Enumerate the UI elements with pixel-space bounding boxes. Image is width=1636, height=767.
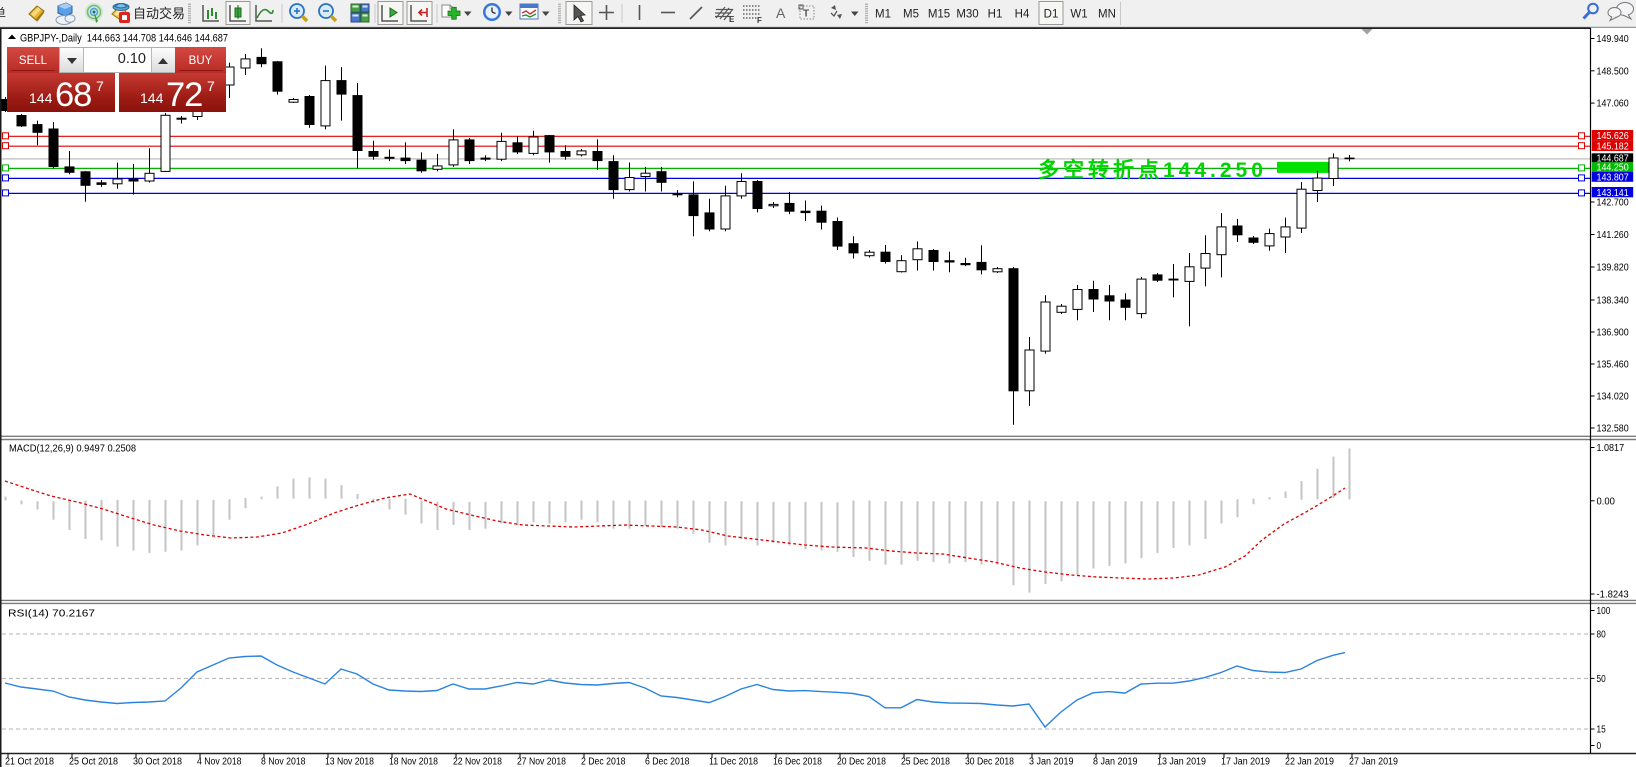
svg-text:M5: M5 <box>903 9 919 21</box>
svg-text:F: F <box>757 16 762 25</box>
svg-text:80: 80 <box>1597 630 1607 641</box>
svg-text:11 Dec 2018: 11 Dec 2018 <box>709 757 758 767</box>
svg-text:134.020: 134.020 <box>1597 392 1630 403</box>
svg-text:15: 15 <box>1597 725 1607 736</box>
svg-text:1.0817: 1.0817 <box>1597 443 1625 454</box>
svg-text:8 Jan 2019: 8 Jan 2019 <box>1093 757 1138 767</box>
svg-text:16 Dec 2018: 16 Dec 2018 <box>773 757 822 767</box>
svg-text:144.687: 144.687 <box>1597 153 1630 164</box>
svg-text:M1: M1 <box>875 9 891 21</box>
svg-text:W1: W1 <box>1070 9 1087 21</box>
svg-text:0: 0 <box>1597 741 1602 752</box>
svg-text:H1: H1 <box>988 9 1003 21</box>
svg-text:6 Dec 2018: 6 Dec 2018 <box>645 757 690 767</box>
svg-text:M30: M30 <box>956 9 978 21</box>
svg-text:D1: D1 <box>1044 9 1059 21</box>
svg-text:145.626: 145.626 <box>1597 131 1630 142</box>
svg-text:138.340: 138.340 <box>1597 296 1630 307</box>
svg-text:T: T <box>803 9 809 20</box>
svg-text:22 Jan 2019: 22 Jan 2019 <box>1285 757 1334 767</box>
svg-text:GBPJPY-,Daily 144.663 144.708: GBPJPY-,Daily 144.663 144.708 144.646 14… <box>20 33 228 45</box>
svg-text:50: 50 <box>1597 674 1607 685</box>
svg-text:30 Oct 2018: 30 Oct 2018 <box>133 757 182 767</box>
svg-text:136.900: 136.900 <box>1597 328 1630 339</box>
svg-text:100: 100 <box>1597 606 1611 617</box>
svg-text:单: 单 <box>0 6 6 21</box>
svg-text:142.700: 142.700 <box>1597 198 1630 209</box>
svg-text:13 Jan 2019: 13 Jan 2019 <box>1157 757 1206 767</box>
svg-text:139.820: 139.820 <box>1597 263 1630 274</box>
svg-text:145.182: 145.182 <box>1597 141 1630 152</box>
svg-text:22 Nov 2018: 22 Nov 2018 <box>453 757 502 767</box>
svg-text:27 Nov 2018: 27 Nov 2018 <box>517 757 566 767</box>
svg-text:2 Dec 2018: 2 Dec 2018 <box>581 757 626 767</box>
svg-text:18 Nov 2018: 18 Nov 2018 <box>389 757 438 767</box>
svg-text:25 Dec 2018: 25 Dec 2018 <box>901 757 950 767</box>
svg-text:MN: MN <box>1098 9 1116 21</box>
svg-text:17 Jan 2019: 17 Jan 2019 <box>1221 757 1270 767</box>
svg-text:148.500: 148.500 <box>1597 66 1630 77</box>
svg-text:135.460: 135.460 <box>1597 360 1630 371</box>
svg-text:132.580: 132.580 <box>1597 424 1630 435</box>
svg-text:21 Oct 2018: 21 Oct 2018 <box>5 757 54 767</box>
svg-text:147.060: 147.060 <box>1597 99 1630 110</box>
svg-text:13 Nov 2018: 13 Nov 2018 <box>325 757 374 767</box>
svg-text:-1.8243: -1.8243 <box>1597 590 1630 601</box>
svg-text:8 Nov 2018: 8 Nov 2018 <box>261 757 306 767</box>
svg-text:143.141: 143.141 <box>1597 188 1630 199</box>
svg-text:20 Dec 2018: 20 Dec 2018 <box>837 757 886 767</box>
svg-text:多空转折点144.250: 多空转折点144.250 <box>1038 158 1267 182</box>
svg-text:A: A <box>776 5 786 21</box>
svg-text:RSI(14) 70.2167: RSI(14) 70.2167 <box>8 609 95 620</box>
svg-text:0.00: 0.00 <box>1597 496 1616 507</box>
svg-text:4 Nov 2018: 4 Nov 2018 <box>197 757 242 767</box>
svg-text:25 Oct 2018: 25 Oct 2018 <box>69 757 118 767</box>
svg-text:141.260: 141.260 <box>1597 230 1630 241</box>
svg-text:E: E <box>729 15 735 24</box>
svg-text:MACD(12,26,9) 0.9497 0.2508: MACD(12,26,9) 0.9497 0.2508 <box>9 444 136 455</box>
svg-text:143.807: 143.807 <box>1597 172 1630 183</box>
svg-text:149.940: 149.940 <box>1597 34 1630 45</box>
svg-text:自动交易: 自动交易 <box>133 6 185 21</box>
svg-text:144.250: 144.250 <box>1597 163 1630 174</box>
svg-text:30 Dec 2018: 30 Dec 2018 <box>965 757 1014 767</box>
svg-text:27 Jan 2019: 27 Jan 2019 <box>1349 757 1398 767</box>
svg-text:H4: H4 <box>1015 9 1030 21</box>
svg-text:M15: M15 <box>928 9 950 21</box>
svg-text:3 Jan 2019: 3 Jan 2019 <box>1029 757 1074 767</box>
